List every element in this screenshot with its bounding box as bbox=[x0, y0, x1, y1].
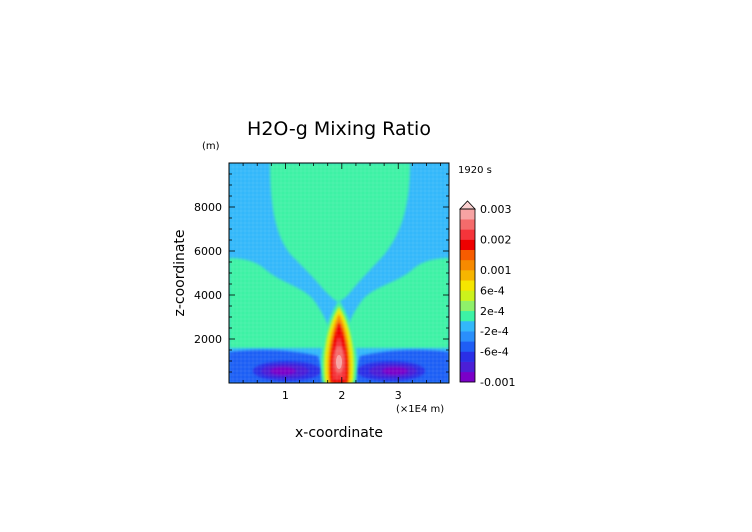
colorbar-segment bbox=[460, 239, 475, 251]
colorbar-segment bbox=[460, 270, 475, 281]
colorbar-segment bbox=[460, 280, 475, 291]
dry-lobe-right-inner bbox=[382, 367, 408, 375]
colorbar-tick-label: 2e-4 bbox=[480, 305, 505, 318]
y-tick-label: 2000 bbox=[194, 333, 222, 346]
colorbar-extend-arrow bbox=[459, 200, 476, 210]
colorbar-segment bbox=[460, 300, 475, 312]
colorbar-segment bbox=[460, 341, 475, 352]
x-axis-label: x-coordinate bbox=[295, 425, 383, 441]
colorbar-tick-label: 0.003 bbox=[480, 203, 512, 216]
colorbar-segment bbox=[460, 209, 475, 220]
colorbar-tick-label: 6e-4 bbox=[480, 284, 505, 297]
x-unit-label: (×1E4 m) bbox=[396, 404, 444, 415]
colorbar-segment bbox=[460, 249, 475, 261]
y-tick-label: 6000 bbox=[194, 245, 222, 258]
axes: 1 2 3 2000 4000 6000 8000 bbox=[194, 162, 450, 402]
x-tick-label: 2 bbox=[338, 389, 345, 402]
right-arm bbox=[344, 258, 449, 348]
colorbar-segment bbox=[460, 371, 475, 383]
colorbar-tick-label: -6e-4 bbox=[480, 345, 509, 358]
colorbar-segment bbox=[460, 290, 475, 301]
colorbar-segment bbox=[460, 361, 475, 373]
colorbar-segment bbox=[460, 310, 475, 322]
time-label: 1920 s bbox=[458, 165, 492, 176]
colorbar-segment bbox=[460, 331, 475, 342]
chart-title: H2O-g Mixing Ratio bbox=[247, 118, 431, 140]
colorbar-segment bbox=[460, 219, 475, 230]
plot-area bbox=[229, 163, 449, 383]
colorbar: 0.003 0.002 0.001 6e-4 2e-4 -2e-4 -6e-4 -0.001 bbox=[459, 200, 515, 389]
y-tick-label: 4000 bbox=[194, 289, 222, 302]
colorbar-tick-label: 0.002 bbox=[480, 234, 512, 247]
dry-lobe-left-inner bbox=[270, 367, 296, 375]
colorbar-segment bbox=[460, 259, 475, 271]
colorbar-tick-label: -0.001 bbox=[480, 376, 515, 389]
upper-plume bbox=[270, 163, 410, 302]
y-axis-label: z-coordinate bbox=[172, 229, 188, 316]
colorbar-frame bbox=[459, 208, 476, 383]
y-unit-label: (m) bbox=[202, 141, 220, 152]
colorbar-segment bbox=[460, 320, 475, 332]
left-arm bbox=[229, 258, 332, 348]
colorbar-tick-label: 0.001 bbox=[480, 264, 512, 277]
y-tick-label: 8000 bbox=[194, 201, 222, 214]
grid-overlay bbox=[229, 163, 449, 383]
x-tick-label: 1 bbox=[282, 389, 289, 402]
moist-column-peak bbox=[336, 355, 342, 369]
colorbar-segment bbox=[460, 229, 475, 240]
colorbar-segment bbox=[460, 351, 475, 362]
x-tick-label: 3 bbox=[395, 389, 402, 402]
colorbar-tick-label: -2e-4 bbox=[480, 325, 509, 338]
